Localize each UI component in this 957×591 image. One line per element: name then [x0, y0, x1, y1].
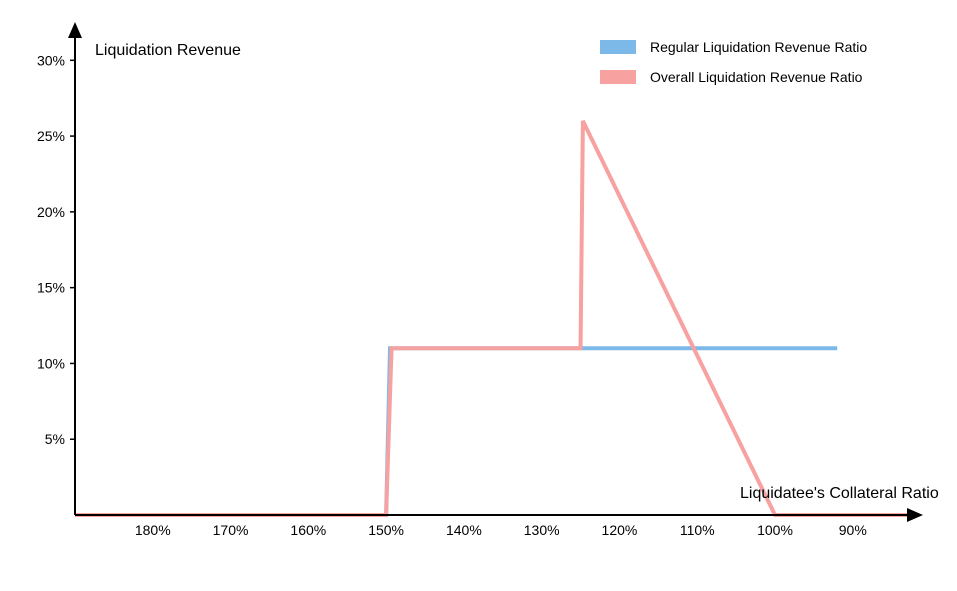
legend-swatch-1: [600, 70, 636, 84]
legend-label-0: Regular Liquidation Revenue Ratio: [650, 39, 867, 55]
x-tick-label-7: 110%: [680, 522, 715, 538]
x-tick-label-3: 150%: [368, 522, 404, 538]
x-tick-label-0: 180%: [135, 522, 171, 538]
y-tick-label-1: 10%: [37, 355, 65, 371]
chart-background: [0, 0, 957, 591]
liquidation-revenue-chart: 5% 10% 15% 20% 25% 30% 180% 170% 160% 150% 140% 130…: [0, 0, 957, 591]
legend-swatch-0: [600, 40, 636, 54]
x-tick-label-2: 160%: [290, 522, 326, 538]
y-axis-title: Liquidation Revenue: [95, 42, 241, 59]
x-tick-label-8: 100%: [757, 522, 793, 538]
y-tick-label-3: 20%: [37, 204, 65, 220]
chart-container: 5% 10% 15% 20% 25% 30% 180% 170% 160% 150% 140% 130…: [0, 0, 957, 591]
x-tick-label-4: 140%: [446, 522, 482, 538]
x-tick-label-5: 130%: [524, 522, 560, 538]
y-tick-label-5: 30%: [37, 52, 65, 68]
y-tick-label-2: 15%: [37, 280, 65, 296]
legend-label-1: Overall Liquidation Revenue Ratio: [650, 69, 863, 85]
x-axis-title: Liquidatee's Collateral Ratio: [740, 485, 939, 502]
x-tick-label-1: 170%: [213, 522, 249, 538]
y-tick-label-4: 25%: [37, 128, 65, 144]
x-tick-label-9: 90%: [839, 522, 867, 538]
y-tick-label-0: 5%: [45, 431, 65, 447]
x-tick-label-6: 120%: [602, 522, 638, 538]
